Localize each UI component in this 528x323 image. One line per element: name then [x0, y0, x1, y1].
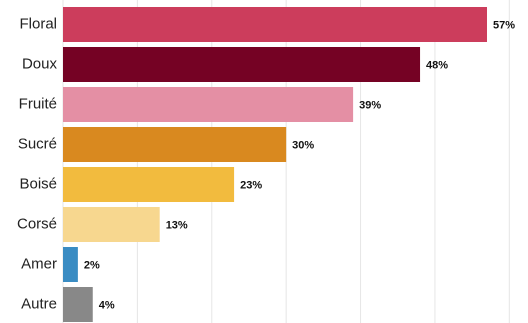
- bar: [63, 247, 78, 282]
- category-label: Autre: [21, 295, 57, 312]
- category-label: Fruité: [19, 95, 57, 112]
- category-label: Corsé: [17, 215, 57, 232]
- bar: [63, 127, 287, 162]
- category-labels: Floral Doux Fruité Sucré Boisé Corsé Amer Autre: [17, 15, 58, 312]
- value-label: 39%: [359, 99, 381, 111]
- bar: [63, 167, 235, 202]
- value-label: 23%: [240, 179, 262, 191]
- bar: [63, 47, 421, 82]
- value-label: 2%: [84, 259, 100, 271]
- category-label: Floral: [19, 15, 57, 32]
- category-label: Amer: [21, 255, 57, 272]
- bar: [63, 287, 93, 322]
- value-labels: 57% 48% 39% 30% 23% 13% 2% 4%: [84, 19, 515, 311]
- value-label: 48%: [426, 59, 448, 71]
- category-label: Sucré: [18, 135, 57, 152]
- bar: [63, 87, 354, 122]
- value-label: 13%: [166, 219, 188, 231]
- value-label: 30%: [292, 139, 314, 151]
- category-label: Boisé: [19, 175, 57, 192]
- category-label: Doux: [22, 55, 58, 72]
- value-label: 57%: [493, 19, 515, 31]
- bars-group: [63, 7, 487, 322]
- bar: [63, 7, 487, 42]
- value-label: 4%: [99, 299, 115, 311]
- bar: [63, 207, 160, 242]
